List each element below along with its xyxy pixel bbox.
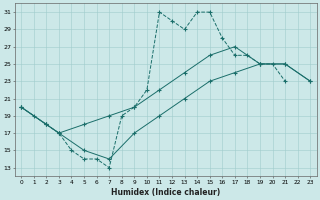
X-axis label: Humidex (Indice chaleur): Humidex (Indice chaleur) [111,188,220,197]
